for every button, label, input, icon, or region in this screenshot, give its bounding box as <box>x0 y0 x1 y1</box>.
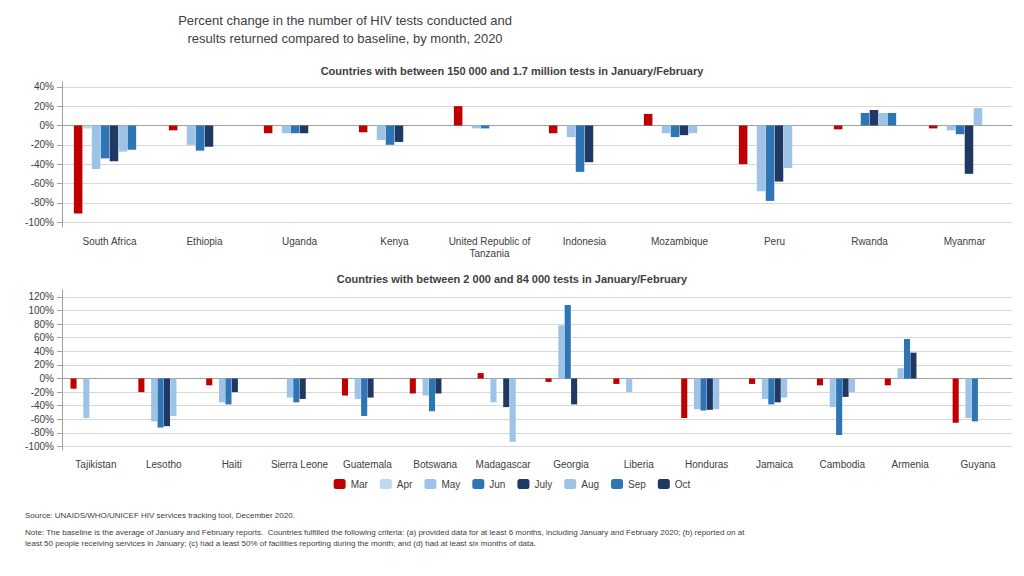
svg-text:-40%: -40% <box>31 159 54 170</box>
svg-text:results returned compared to b: results returned compared to baseline, b… <box>188 31 503 46</box>
svg-text:0%: 0% <box>40 120 55 131</box>
svg-text:Percent change in the number o: Percent change in the number of HIV test… <box>178 13 512 28</box>
svg-text:Sep: Sep <box>628 479 646 490</box>
svg-text:Liberia: Liberia <box>624 459 654 470</box>
svg-text:0%: 0% <box>40 373 55 384</box>
svg-text:Rwanda: Rwanda <box>851 236 888 247</box>
svg-text:South Africa: South Africa <box>83 236 137 247</box>
svg-text:Oct: Oct <box>675 479 691 490</box>
svg-text:20%: 20% <box>34 101 54 112</box>
svg-text:Guyana: Guyana <box>961 459 996 470</box>
svg-text:Georgia: Georgia <box>553 459 589 470</box>
svg-text:Haiti: Haiti <box>222 459 242 470</box>
svg-text:Honduras: Honduras <box>685 459 728 470</box>
svg-text:-40%: -40% <box>31 400 54 411</box>
svg-text:120%: 120% <box>28 291 54 302</box>
svg-text:-80%: -80% <box>31 197 54 208</box>
svg-text:Mozambique: Mozambique <box>651 236 709 247</box>
svg-text:Jun: Jun <box>489 479 505 490</box>
svg-text:Botswana: Botswana <box>413 459 457 470</box>
svg-text:40%: 40% <box>34 346 54 357</box>
svg-text:Indonesia: Indonesia <box>563 236 607 247</box>
svg-text:Countries with between 2 000 a: Countries with between 2 000 and 84 000 … <box>337 273 688 285</box>
svg-text:Tajikistan: Tajikistan <box>75 459 116 470</box>
svg-text:-60%: -60% <box>31 178 54 189</box>
svg-text:-60%: -60% <box>31 414 54 425</box>
svg-text:Madagascar: Madagascar <box>476 459 532 470</box>
svg-text:100%: 100% <box>28 305 54 316</box>
svg-text:-20%: -20% <box>31 387 54 398</box>
svg-text:Aug: Aug <box>581 479 599 490</box>
svg-text:-100%: -100% <box>25 441 54 452</box>
svg-text:Uganda: Uganda <box>282 236 317 247</box>
svg-text:Kenya: Kenya <box>380 236 409 247</box>
svg-text:Jamaica: Jamaica <box>756 459 794 470</box>
svg-text:United Republic of: United Republic of <box>449 236 531 247</box>
svg-text:Myanmar: Myanmar <box>944 236 986 247</box>
svg-text:Countries with between 150 000: Countries with between 150 000 and 1.7 m… <box>321 65 705 77</box>
svg-text:20%: 20% <box>34 359 54 370</box>
svg-text:-100%: -100% <box>25 217 54 228</box>
svg-text:Note: The baseline is the aver: Note: The baseline is the average of Jan… <box>25 528 745 537</box>
svg-text:July: July <box>534 479 552 490</box>
svg-text:Cambodia: Cambodia <box>820 459 866 470</box>
svg-text:Tanzania: Tanzania <box>469 248 509 259</box>
svg-text:-20%: -20% <box>31 139 54 150</box>
svg-text:Armenia: Armenia <box>892 459 930 470</box>
svg-text:-80%: -80% <box>31 427 54 438</box>
svg-text:Source: UNAIDS/WHO/UNICEF HIV: Source: UNAIDS/WHO/UNICEF HIV services t… <box>25 511 295 520</box>
svg-text:80%: 80% <box>34 319 54 330</box>
svg-text:40%: 40% <box>34 81 54 92</box>
svg-text:Sierra Leone: Sierra Leone <box>271 459 329 470</box>
svg-text:Ethiopia: Ethiopia <box>186 236 223 247</box>
svg-text:Lesotho: Lesotho <box>146 459 182 470</box>
svg-text:Apr: Apr <box>397 479 413 490</box>
svg-text:least 50 people receiving serv: least 50 people receiving services in Ja… <box>25 539 536 548</box>
svg-text:60%: 60% <box>34 332 54 343</box>
svg-text:Mar: Mar <box>351 479 369 490</box>
svg-text:May: May <box>441 479 460 490</box>
svg-text:Guatemala: Guatemala <box>343 459 392 470</box>
svg-text:Peru: Peru <box>764 236 785 247</box>
